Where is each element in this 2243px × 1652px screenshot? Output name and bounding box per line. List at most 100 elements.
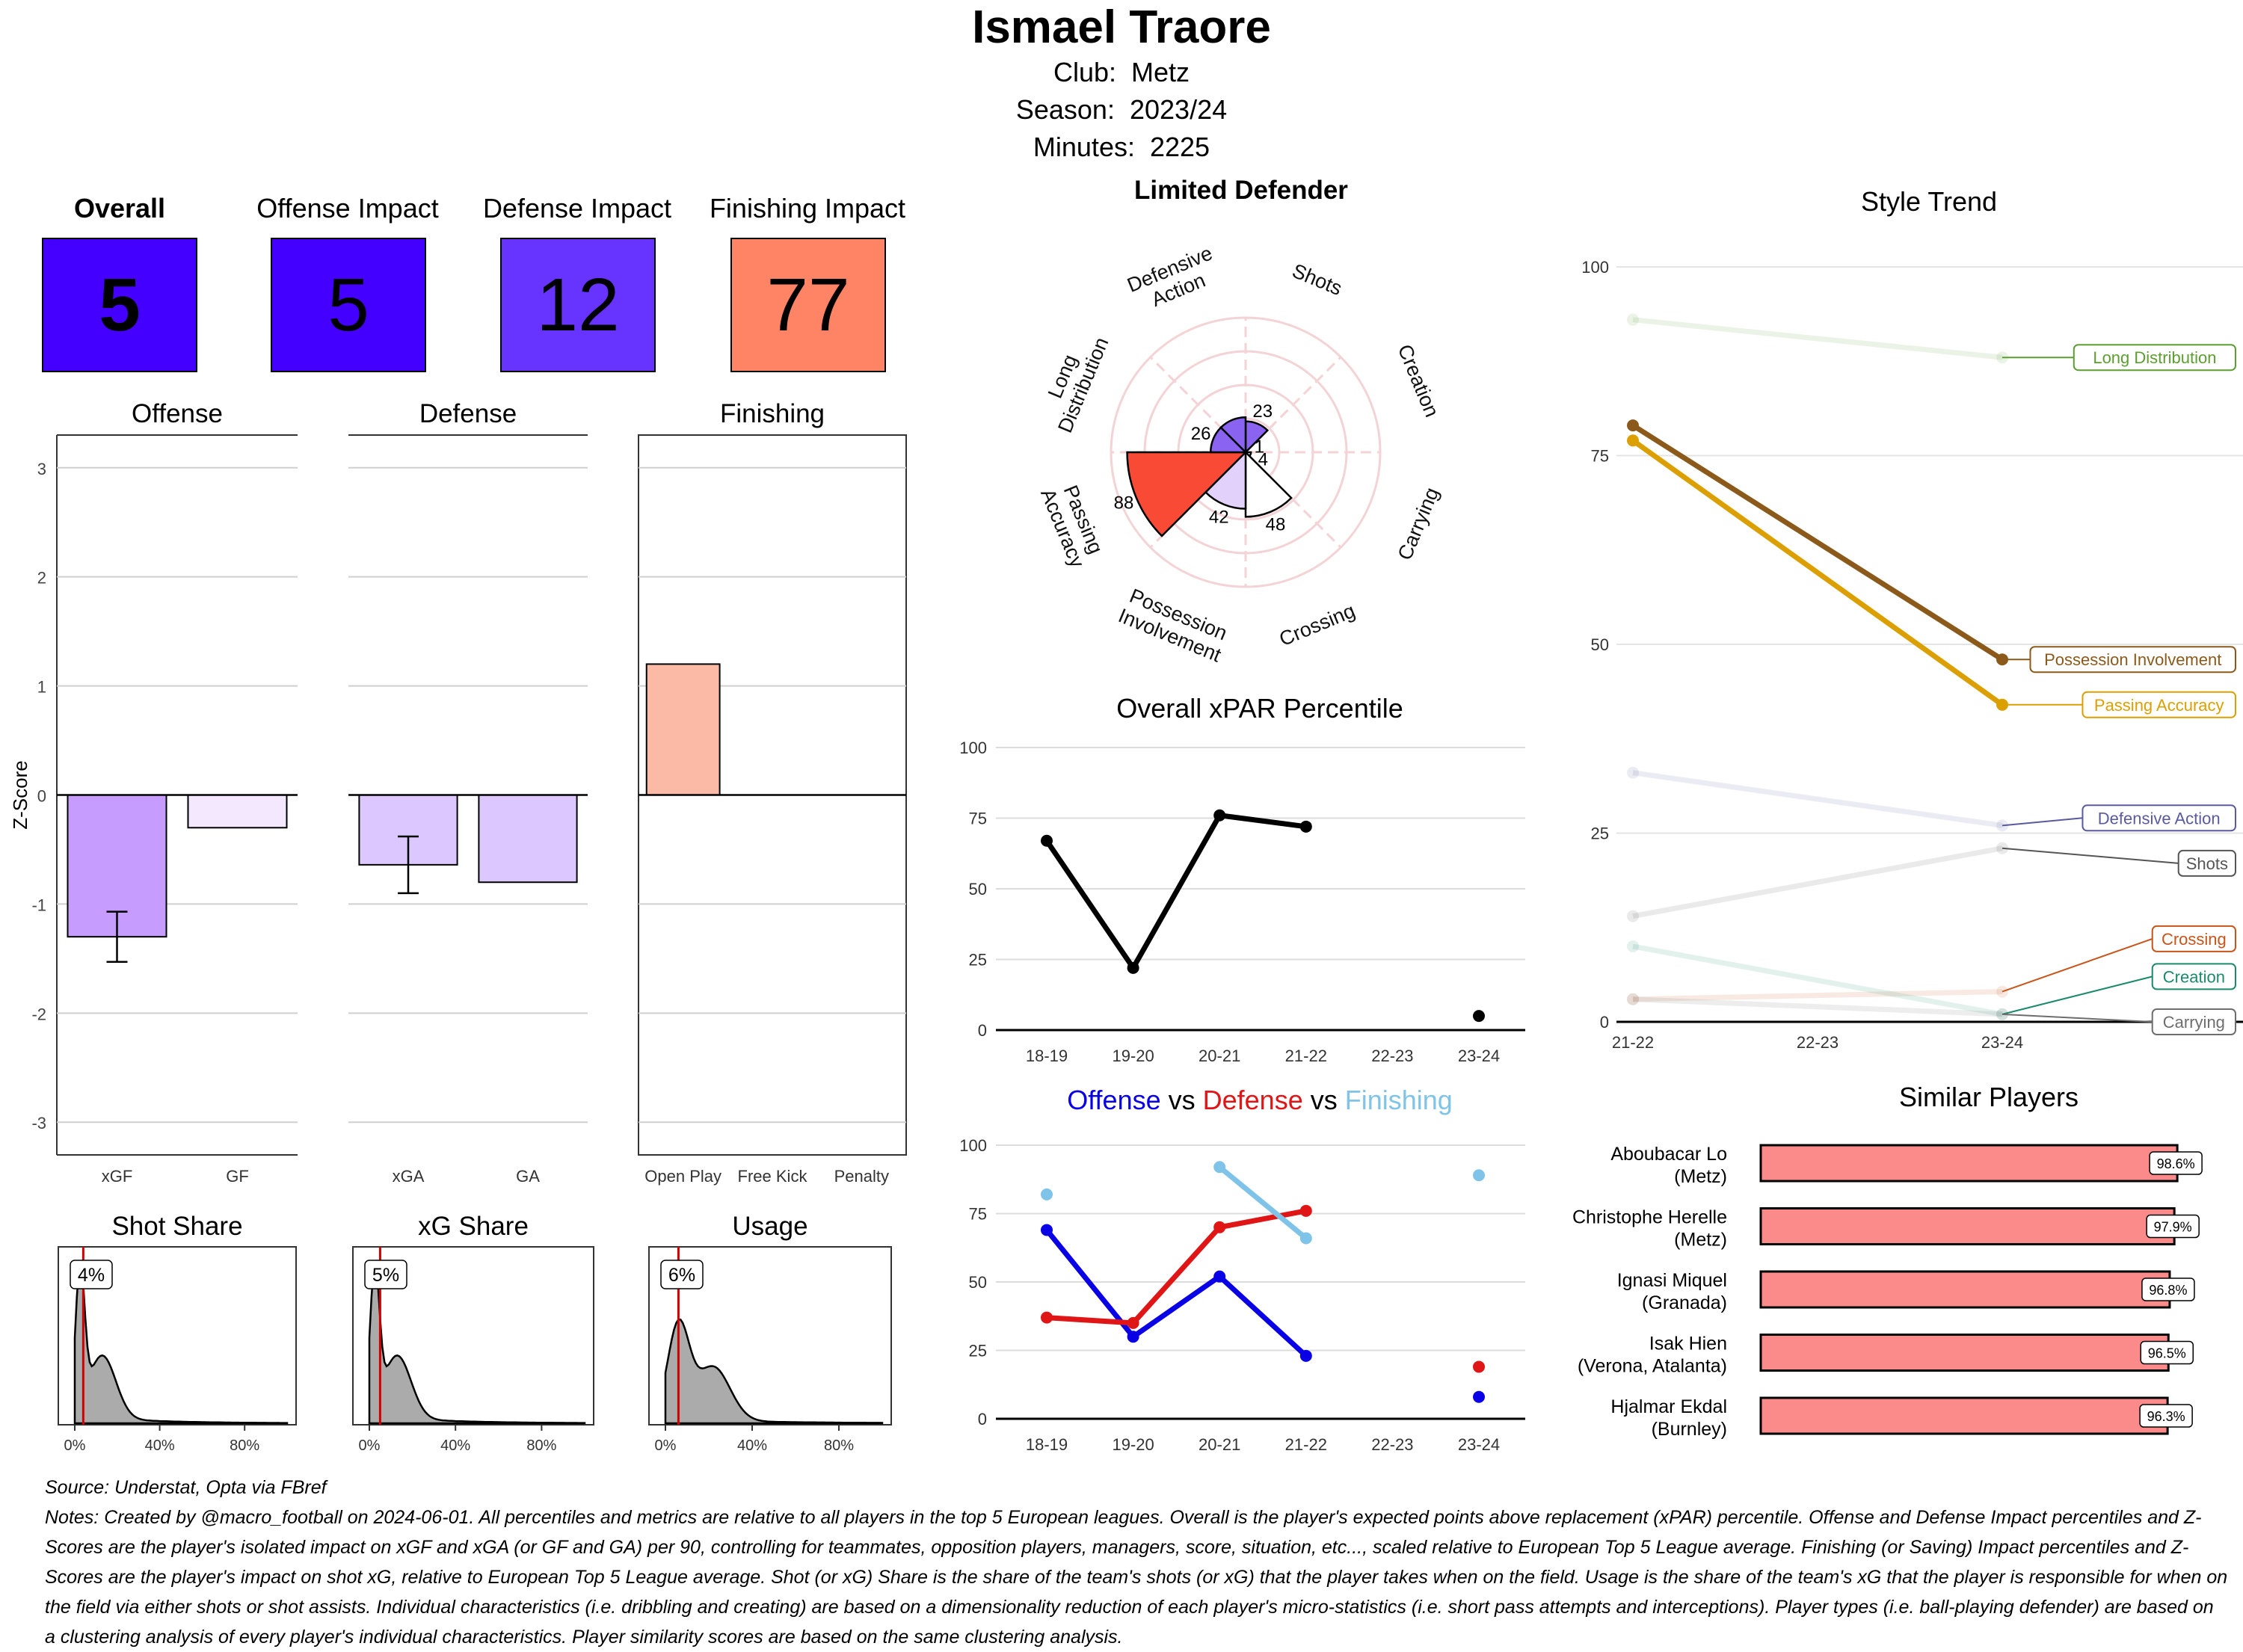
style-label: Defensive Action xyxy=(2098,809,2221,827)
radar-axis-label-group: Carrying xyxy=(1394,484,1444,564)
style-point xyxy=(1996,842,2008,854)
footer: Source: Understat, Opta via FBref Notes:… xyxy=(45,1473,2228,1652)
radar-value-label: 88 xyxy=(1114,493,1134,514)
season-value: 2023/24 xyxy=(1129,94,1228,125)
similar-value-label: 96.3% xyxy=(2147,1409,2185,1424)
similar-player-name: Aboubacar Lo xyxy=(1610,1144,1727,1165)
ovd-line-offense xyxy=(1044,1228,1308,1358)
ovd-point-defense xyxy=(1041,1311,1053,1324)
xpar-category-label: 21-22 xyxy=(1285,1047,1327,1065)
style-point xyxy=(1627,419,1639,432)
zscore-category-label: GA xyxy=(516,1167,540,1186)
radar-axis-label: Shots xyxy=(1289,259,1345,300)
distribution-tick-label: 80% xyxy=(230,1437,259,1454)
ovd-tick-label: 100 xyxy=(959,1136,987,1155)
style-label-box xyxy=(2029,646,2236,674)
xpar-tick-label: 50 xyxy=(969,880,987,899)
ovd-line-defense xyxy=(1046,1208,1307,1326)
facet-title: Finishing xyxy=(720,399,825,428)
similar-player-club: (Burnley) xyxy=(1652,1419,1727,1440)
ovd-point-offense xyxy=(1473,1390,1485,1403)
similar-value-label: 96.5% xyxy=(2148,1346,2186,1361)
zscore-category-label: Penalty xyxy=(834,1167,889,1186)
distribution-charts: Shot Share 4% 0% 40% 80% xG Share 5% 0% 40% 80% Us… xyxy=(58,1212,892,1454)
xpar-point xyxy=(1213,809,1226,822)
style-point xyxy=(1627,993,1639,1005)
minutes-value: 2225 xyxy=(1149,132,1210,162)
similar-title: Similar Players xyxy=(1899,1082,2079,1112)
style-category-label: 22-23 xyxy=(1797,1033,1839,1052)
distribution-marker-label: 5% xyxy=(372,1265,399,1286)
ovd-point-finishing xyxy=(1473,1169,1485,1182)
style-point xyxy=(1627,910,1639,922)
ovd-point-offense xyxy=(1299,1349,1312,1362)
ovd-line-finishing xyxy=(1217,1165,1308,1241)
style-category-label: 23-24 xyxy=(1981,1033,2023,1052)
style-tick-label: 0 xyxy=(1600,1013,1609,1032)
similar-player-name: Ignasi Miquel xyxy=(1617,1270,1727,1291)
ovd-point-offense xyxy=(1127,1331,1139,1343)
similar-bar xyxy=(1759,1207,2176,1245)
kpi-overall-box: 5 xyxy=(42,238,197,372)
source-note: Source: Understat, Opta via FBref xyxy=(45,1477,327,1498)
similar-bar xyxy=(1759,1144,2179,1183)
style-label-leader xyxy=(2002,937,2153,993)
style-label-leader xyxy=(2002,817,2083,827)
radar-value-label: 26 xyxy=(1191,424,1211,444)
kpi-defense-label: Defense Impact xyxy=(482,193,672,224)
style-tick-label: 50 xyxy=(1591,635,1609,654)
ovd-title-part: vs xyxy=(1303,1085,1338,1115)
style-label-leader xyxy=(2002,976,2153,1015)
xpar-tick-label: 25 xyxy=(969,951,987,970)
ovd-point-offense xyxy=(1041,1224,1053,1236)
style-point xyxy=(1627,993,1639,1005)
distribution-tick-label: 40% xyxy=(145,1437,175,1454)
distribution-marker-box xyxy=(364,1260,407,1289)
distribution-tick-label: 40% xyxy=(737,1437,767,1454)
header: Ismael Traore Club: Metz Season: 2023/24… xyxy=(0,0,2243,166)
similar-player-club: (Granada) xyxy=(1642,1292,1727,1313)
club-label: Club: xyxy=(1053,57,1116,87)
zscore-tick-label: 0 xyxy=(37,787,46,806)
zscore-tick-label: -1 xyxy=(31,896,46,914)
ovd-point-defense xyxy=(1299,1204,1312,1217)
distribution-tick-label: 80% xyxy=(824,1437,854,1454)
ovd-tick-label: 75 xyxy=(969,1205,987,1224)
ovd-tick-label: 25 xyxy=(969,1342,987,1360)
distribution-title: Shot Share xyxy=(111,1212,242,1241)
zscore-tick-label: 3 xyxy=(37,460,46,478)
zscore-tick-label: -2 xyxy=(31,1005,46,1023)
radar-axis-label: Creation xyxy=(1394,341,1444,420)
similar-value-label: 97.9% xyxy=(2154,1220,2192,1235)
distribution-tick-label: 0% xyxy=(359,1437,381,1454)
similar-player-name: Hjalmar Ekdal xyxy=(1610,1396,1727,1417)
similar-value-box xyxy=(2141,1277,2195,1301)
style-point xyxy=(1627,313,1639,326)
similar-player-club: (Metz) xyxy=(1674,1166,1727,1187)
distribution-marker-box xyxy=(70,1260,113,1289)
xpar-category-label: 18-19 xyxy=(1026,1047,1068,1065)
style-point xyxy=(1627,434,1639,447)
radar-axis-label-group: Creation xyxy=(1394,341,1444,420)
style-line xyxy=(1632,996,2003,1017)
similar-bar xyxy=(1759,1396,2169,1435)
style-label-leader xyxy=(2002,847,2179,864)
style-line xyxy=(1632,943,2003,1017)
distribution-tick-label: 80% xyxy=(526,1437,556,1454)
xpar-title: Overall xPAR Percentile xyxy=(1116,693,1403,724)
radar-wedge xyxy=(1219,416,1247,455)
similar-player-club: (Metz) xyxy=(1674,1230,1727,1251)
kpi-offense-value: 5 xyxy=(327,262,369,347)
distribution-title: Usage xyxy=(732,1212,807,1241)
style-tick-label: 75 xyxy=(1591,447,1609,466)
radar-value-label: 23 xyxy=(1252,401,1273,422)
zscore-category-label: Open Play xyxy=(644,1167,721,1186)
ovd-title-part: Defense xyxy=(1196,1085,1303,1115)
style-radar-chart: Limited Defender 23 Shots 1 Creation 4 Carryin… xyxy=(1036,176,1444,667)
ovd-line-chart: Offense vs Defense vs Finishing 0 25 50 75 10… xyxy=(959,1085,1525,1454)
zscore-category-label: GF xyxy=(226,1167,249,1186)
kpi-defense-box: 12 xyxy=(500,238,656,372)
